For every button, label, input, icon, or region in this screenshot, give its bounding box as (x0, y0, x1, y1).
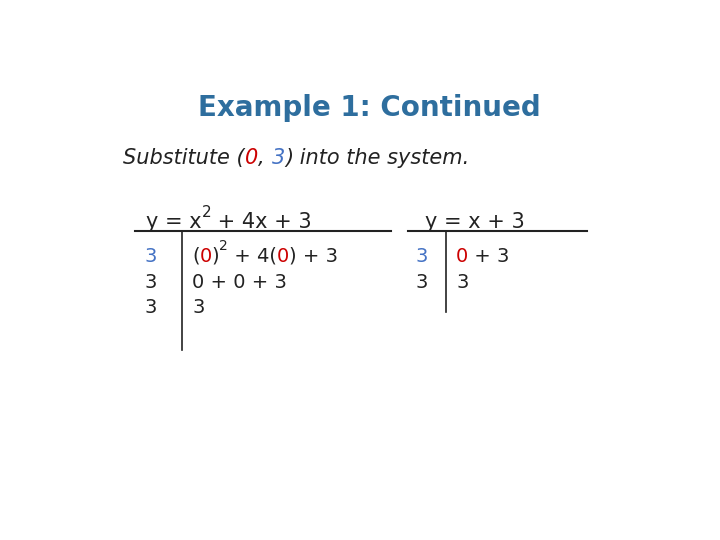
Text: 3: 3 (456, 273, 469, 292)
Text: y = x + 3: y = x + 3 (425, 212, 525, 232)
Text: 3: 3 (416, 273, 428, 292)
Text: 0: 0 (199, 246, 212, 266)
Text: 0: 0 (277, 246, 289, 266)
Text: ): ) (212, 246, 220, 266)
Text: ) into the system.: ) into the system. (285, 148, 469, 168)
Text: Example 1: Continued: Example 1: Continued (197, 94, 541, 122)
Text: 3: 3 (144, 299, 156, 318)
Text: (: ( (192, 246, 199, 266)
Text: 2: 2 (202, 205, 211, 220)
Text: 3: 3 (271, 148, 285, 168)
Text: + 4(: + 4( (228, 246, 277, 266)
Text: y = x: y = x (145, 212, 202, 232)
Text: 2: 2 (220, 239, 228, 253)
Text: 0: 0 (245, 148, 258, 168)
Text: 3: 3 (144, 246, 156, 266)
Text: 3: 3 (144, 273, 156, 292)
Text: + 4x + 3: + 4x + 3 (211, 212, 312, 232)
Text: 3: 3 (416, 246, 428, 266)
Text: + 3: + 3 (468, 246, 510, 266)
Text: ,: , (258, 148, 271, 168)
Text: ) + 3: ) + 3 (289, 246, 338, 266)
Text: 0 + 0 + 3: 0 + 0 + 3 (192, 273, 287, 292)
Text: 3: 3 (192, 299, 204, 318)
Text: Substitute (: Substitute ( (124, 148, 245, 168)
Text: 0: 0 (456, 246, 468, 266)
